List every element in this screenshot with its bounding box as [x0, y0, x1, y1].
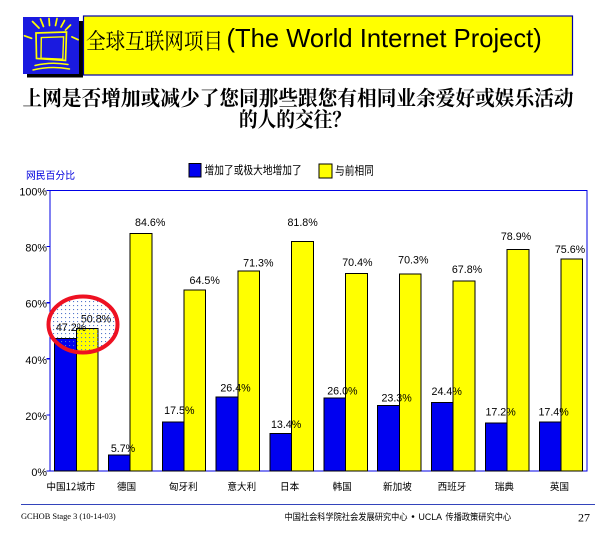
svg-text:60%: 60%	[25, 299, 47, 311]
svg-text:71.3%: 71.3%	[243, 258, 274, 270]
svg-text:26.4%: 26.4%	[220, 383, 251, 395]
svg-text:27: 27	[578, 511, 590, 525]
svg-text:(The World Internet Project): (The World Internet Project)	[227, 25, 542, 53]
svg-text:84.6%: 84.6%	[135, 217, 166, 229]
svg-text:80%: 80%	[25, 243, 47, 255]
svg-text:81.8%: 81.8%	[287, 217, 318, 229]
svg-text:23.3%: 23.3%	[381, 392, 412, 404]
svg-text:40%: 40%	[25, 355, 47, 367]
svg-text:75.6%: 75.6%	[555, 244, 586, 256]
svg-text:24.4%: 24.4%	[432, 386, 463, 398]
svg-text:78.9%: 78.9%	[501, 231, 532, 243]
svg-text:UCLA: UCLA	[419, 512, 443, 522]
svg-text:100%: 100%	[19, 187, 47, 199]
svg-text:67.8%: 67.8%	[452, 264, 483, 276]
svg-text:26.0%: 26.0%	[327, 386, 358, 398]
svg-text:17.5%: 17.5%	[164, 405, 195, 417]
svg-text:70.4%: 70.4%	[342, 257, 373, 269]
svg-text:17.2%: 17.2%	[485, 407, 516, 419]
svg-text:0%: 0%	[31, 467, 47, 479]
svg-text:64.5%: 64.5%	[190, 275, 221, 287]
svg-text:5.7%: 5.7%	[111, 443, 136, 455]
svg-text:GCHOB Stage 3 (10-14-03): GCHOB Stage 3 (10-14-03)	[21, 512, 116, 521]
svg-text:13.4%: 13.4%	[271, 419, 302, 431]
svg-text:20%: 20%	[25, 411, 47, 423]
svg-text:17.4%: 17.4%	[538, 407, 569, 419]
svg-text:70.3%: 70.3%	[398, 254, 429, 266]
